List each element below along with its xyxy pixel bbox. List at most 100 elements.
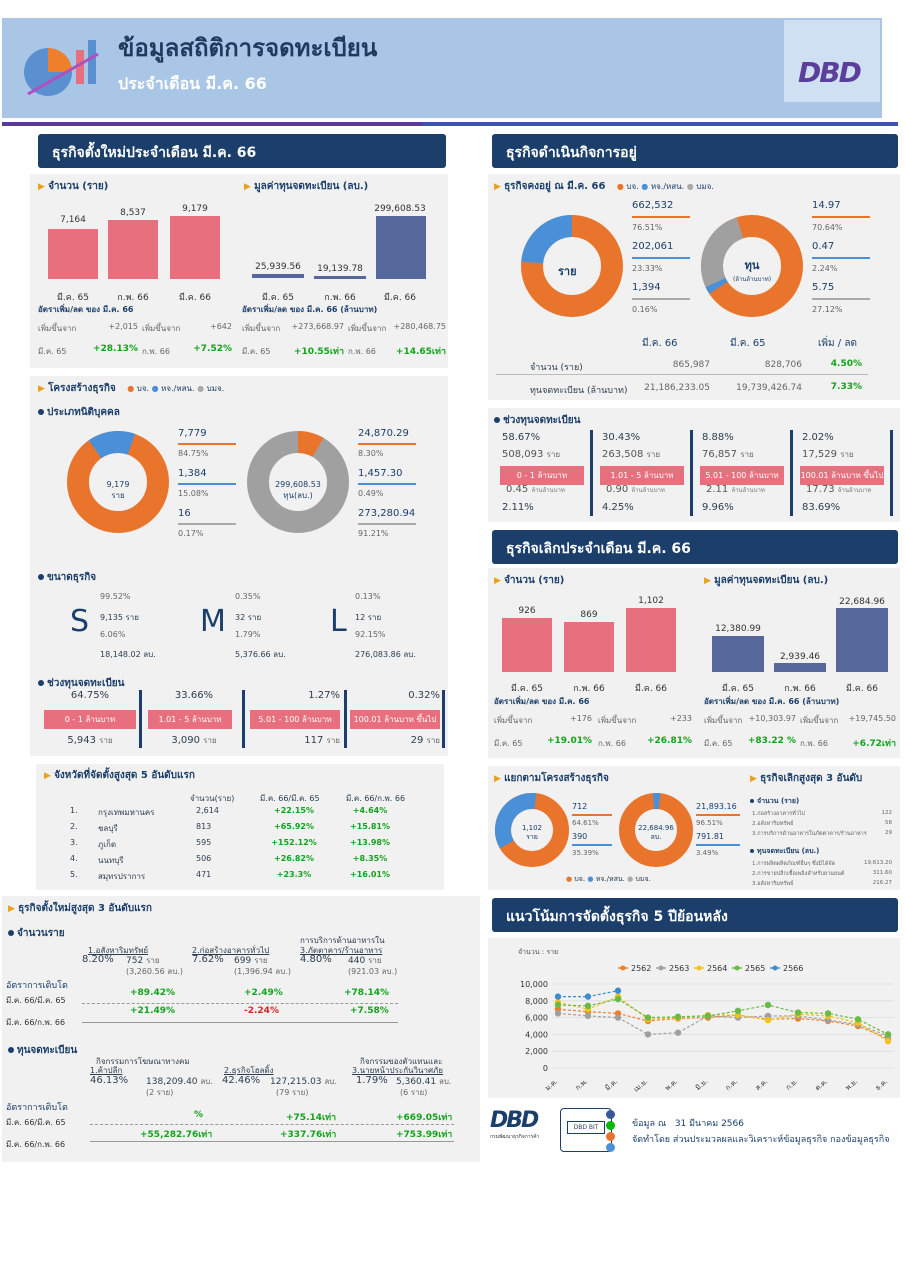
rate-pct: +83.22 % [747,736,796,746]
range-capital-pct: 4.25% [602,502,634,513]
top3-name: 3.นายหน้าประกันวินาศภัย [352,1066,443,1075]
rate-pct: +6.72เท่า [852,739,896,749]
row-val: 21,186,233.05 [644,383,710,393]
legend-label: 2566 [783,964,803,973]
bar [314,276,366,279]
top3-pct: 4.80% [300,954,332,965]
rate-pct: +19.01% [546,736,592,746]
rate-text: เพิ่มขึ้นจาก [704,716,743,725]
rate-period: มี.ค. 65 [242,347,271,356]
data-point [704,1012,712,1020]
trend-chart: จำนวน : ราย 10,000 8,000 6,000 4,000 2,000 0 ม.… [518,948,894,1094]
juristic-capital-donut [247,431,349,533]
table-cell: 2. [70,822,78,831]
rate-period: มี.ค. 65 [38,347,67,356]
tick-label: มี.ค. 66 [635,684,667,694]
closed-count-label: ▶ จำนวน (ราย) [494,575,565,586]
rate-period: ก.พ. 66 [348,347,376,356]
legend: ● บจ. ● หจ./หสน. ● บมจ. [566,875,651,883]
table-cell: 813 [196,822,212,831]
col-header: มี.ค. 66/มี.ค. 65 [260,794,320,803]
bar-label: 25,939.56 [255,262,301,272]
col-header: จำนวน(ราย) [190,794,235,803]
range-label: 1.01 - 5 ล้านบาท [600,466,684,485]
divider [82,1022,398,1023]
rate-pct: +14.65เท่า [395,347,446,357]
list-item: 1.การผลิตผลิตภัณฑ์อื่นๆ ซึ่งมิได้จัด 19,6… [752,860,892,867]
growth-period: มี.ค. 66/ก.พ. 66 [6,1018,66,1027]
divider [590,430,593,516]
tick-label: มี.ค. 65 [722,684,754,694]
table-cell: 506 [196,854,212,863]
y-tick-label: 2,000 [525,1047,548,1056]
section-title-trend: แนวโน้มการจัดตั้งธุรกิจ 5 ปีย้อนหลัง [492,898,898,932]
operating-range-row: 58.67% 508,093 ราย 0 - 1 ล้านบาท 0.45 ล้านล… [500,430,900,518]
top5-panel [36,764,444,890]
table-row: 3. ภูเก็ต 595 +152.12% +13.98% [70,838,430,852]
bar [376,216,426,279]
table-cell: 2,614 [196,806,219,815]
rate-value: +10,303.97 [748,714,796,723]
legend-label: 2564 [707,964,727,973]
top5-title: ▶ จังหวัดที่จัดตั้งสูงสุด 5 อันดับแรก [44,770,195,781]
growth-val: +669.05เท่า [396,1113,453,1123]
header-banner [2,18,882,118]
tick-label: ก.พ. 66 [784,684,816,694]
data-point [554,1001,562,1009]
table-cell: +4.64% [352,806,388,815]
data-point [584,993,592,1000]
divider [90,1141,454,1142]
table-cell: +16.01% [349,870,391,879]
range-count: 263,508 ราย [602,449,661,460]
data-point [794,1009,802,1016]
rate-title: อัตราเพิ่ม/ลด ของ มี.ค. 66 (ล้านบาท) [242,305,378,314]
col-header: มี.ค. 66/ก.พ. 66 [346,794,406,803]
rate-text: เพิ่มขึ้นจาก [494,716,533,725]
top3-cap: (921.03 ลบ.) [348,967,398,976]
table-cell: +152.12% [271,838,317,847]
closed-struct-title: ▶ แยกตามโครงสร้างธุรกิจ [494,773,609,784]
closed-capital-legend: 21,893.16 96.51% 791.81 3.49% [696,802,740,857]
table-cell: +15.81% [349,822,391,831]
data-point [764,1016,772,1024]
tick-label: ก.พ. 66 [117,293,149,303]
divider [496,374,868,375]
bar [836,608,888,672]
tick-label: มี.ค. 66 [384,293,416,303]
x-tick-label: ส.ค. [754,1077,769,1092]
growth-val: +753.99เท่า [396,1130,453,1140]
series-line [557,1008,889,1040]
data-point [674,1029,682,1036]
bar-label: 7,164 [60,215,86,225]
social-icons [606,1110,616,1152]
growth-val: +21.49% [130,1006,176,1016]
list-item: 3.การบริการด้านอาหารในภัตตาคาร/ร้านอาหาร… [752,830,892,837]
x-tick-label: พ.ย. [844,1077,859,1092]
rate-period: ก.พ. 66 [142,347,170,356]
closed-panel [488,568,900,758]
legend-marker [772,965,778,971]
range-capital: 0.45 ล้านล้านบาท [506,484,565,495]
range-label: 5.01 - 100 ล้านบาท [700,466,784,485]
growth-period: มี.ค. 66/มี.ค. 65 [6,996,66,1005]
range-capital-pct: 83.69% [802,502,841,513]
growth-val: +337.76เท่า [280,1130,337,1140]
triangle-icon: ▶ [704,576,715,586]
growth-title: อัตราการเติบโต [6,1103,68,1113]
data-point [614,1014,622,1021]
bar [626,608,676,672]
legend-marker [696,965,702,971]
series-line [557,995,889,1042]
range-count: 17,529 ราย [802,449,854,460]
rate-title: อัตราเพิ่ม/ลด ของ มี.ค. 66 [494,697,590,706]
closed-count-donut [495,793,569,867]
juristic-count-legend: 7,779 84.75% 1,384 15.08% 16 0.17% [178,428,236,538]
series-line [557,1012,889,1037]
legend: ● บจ. ● หจ./หสน. ● บมจ. [127,384,225,393]
data-point [644,1031,652,1038]
bar-label: 22,684.96 [839,597,885,607]
range-capital: 17.73 ล้านล้านบาท [806,484,872,495]
triangle-icon: ▶ [8,904,19,914]
legend-label: 2563 [669,964,689,973]
table-cell: 595 [196,838,212,847]
